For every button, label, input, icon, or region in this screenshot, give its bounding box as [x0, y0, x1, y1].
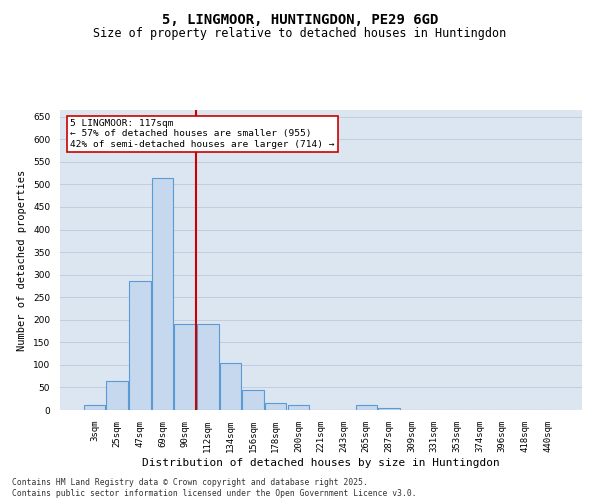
Y-axis label: Number of detached properties: Number of detached properties	[17, 170, 28, 350]
Bar	[265, 403, 286, 410]
Bar	[84, 406, 105, 410]
Text: 5, LINGMOOR, HUNTINGDON, PE29 6GD: 5, LINGMOOR, HUNTINGDON, PE29 6GD	[162, 12, 438, 26]
Bar	[175, 324, 196, 410]
X-axis label: Distribution of detached houses by size in Huntingdon: Distribution of detached houses by size …	[142, 458, 500, 468]
Bar	[242, 390, 264, 410]
Bar	[356, 406, 377, 410]
Text: Contains HM Land Registry data © Crown copyright and database right 2025.
Contai: Contains HM Land Registry data © Crown c…	[12, 478, 416, 498]
Bar	[129, 282, 151, 410]
Bar	[220, 362, 241, 410]
Bar	[287, 406, 309, 410]
Bar	[106, 380, 128, 410]
Bar	[152, 178, 173, 410]
Text: 5 LINGMOOR: 117sqm
← 57% of detached houses are smaller (955)
42% of semi-detach: 5 LINGMOOR: 117sqm ← 57% of detached hou…	[70, 119, 335, 149]
Bar	[197, 324, 218, 410]
Text: Size of property relative to detached houses in Huntingdon: Size of property relative to detached ho…	[94, 28, 506, 40]
Bar	[378, 408, 400, 410]
